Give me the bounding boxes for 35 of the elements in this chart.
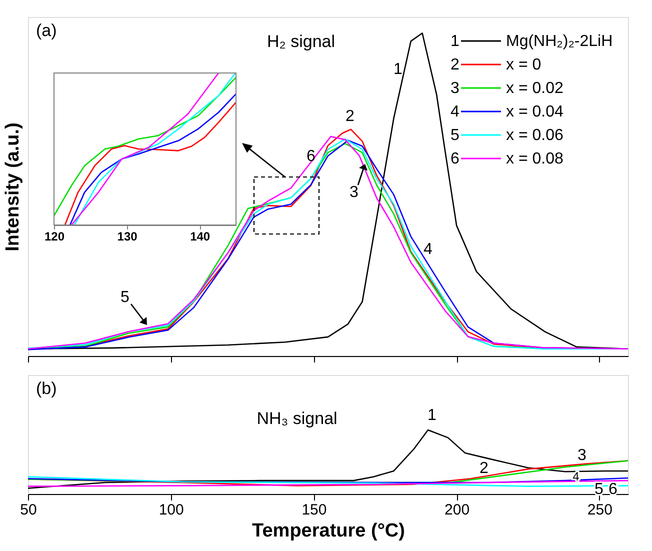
annotation: 3	[578, 447, 587, 464]
text: NH₃ signal	[256, 409, 338, 428]
annotation: 6	[450, 150, 460, 168]
annotation: 5	[120, 289, 130, 306]
legend-label: x = 0.04	[506, 104, 564, 120]
x-tick-label: 140	[190, 230, 210, 244]
legend-label: x = 0.06	[506, 127, 564, 144]
annotation: 5	[450, 127, 460, 144]
x-axis-title: Temperature (°C)	[252, 520, 405, 542]
chart-title: (b)	[36, 379, 57, 398]
x-tick-label: 50	[20, 502, 37, 518]
annotation: 3	[350, 184, 359, 201]
x-tick-label: 150	[302, 502, 327, 518]
x-tick-label: 120	[44, 230, 65, 244]
legend-label: Mg(NH₂)₂-2LiH	[506, 33, 613, 50]
annotation: 1	[450, 33, 460, 50]
annotation: 6	[306, 148, 316, 165]
text: 1	[428, 407, 437, 424]
x-tick-label: 130	[117, 230, 138, 244]
legend-label: x = 0.08	[506, 150, 564, 168]
x-tick-label: 250	[587, 502, 612, 518]
x-tick-label: 100	[158, 502, 184, 518]
legend-label: x = 0.02	[506, 80, 564, 97]
annotation: H₂ signal	[266, 32, 336, 51]
annotation: 4	[450, 104, 460, 120]
annotation: 1	[394, 61, 403, 78]
annotation: 2	[346, 108, 355, 125]
annotation: 2	[450, 56, 460, 74]
x-tick-label: 200	[444, 502, 470, 518]
annotation: 2	[480, 460, 489, 477]
annotation: 4	[424, 241, 433, 258]
y-axis-title: Intensity (a.u.)	[2, 122, 24, 252]
legend-label: x = 0	[506, 56, 542, 74]
annotation: 3	[450, 80, 460, 97]
chart-title: (a)	[36, 21, 57, 40]
